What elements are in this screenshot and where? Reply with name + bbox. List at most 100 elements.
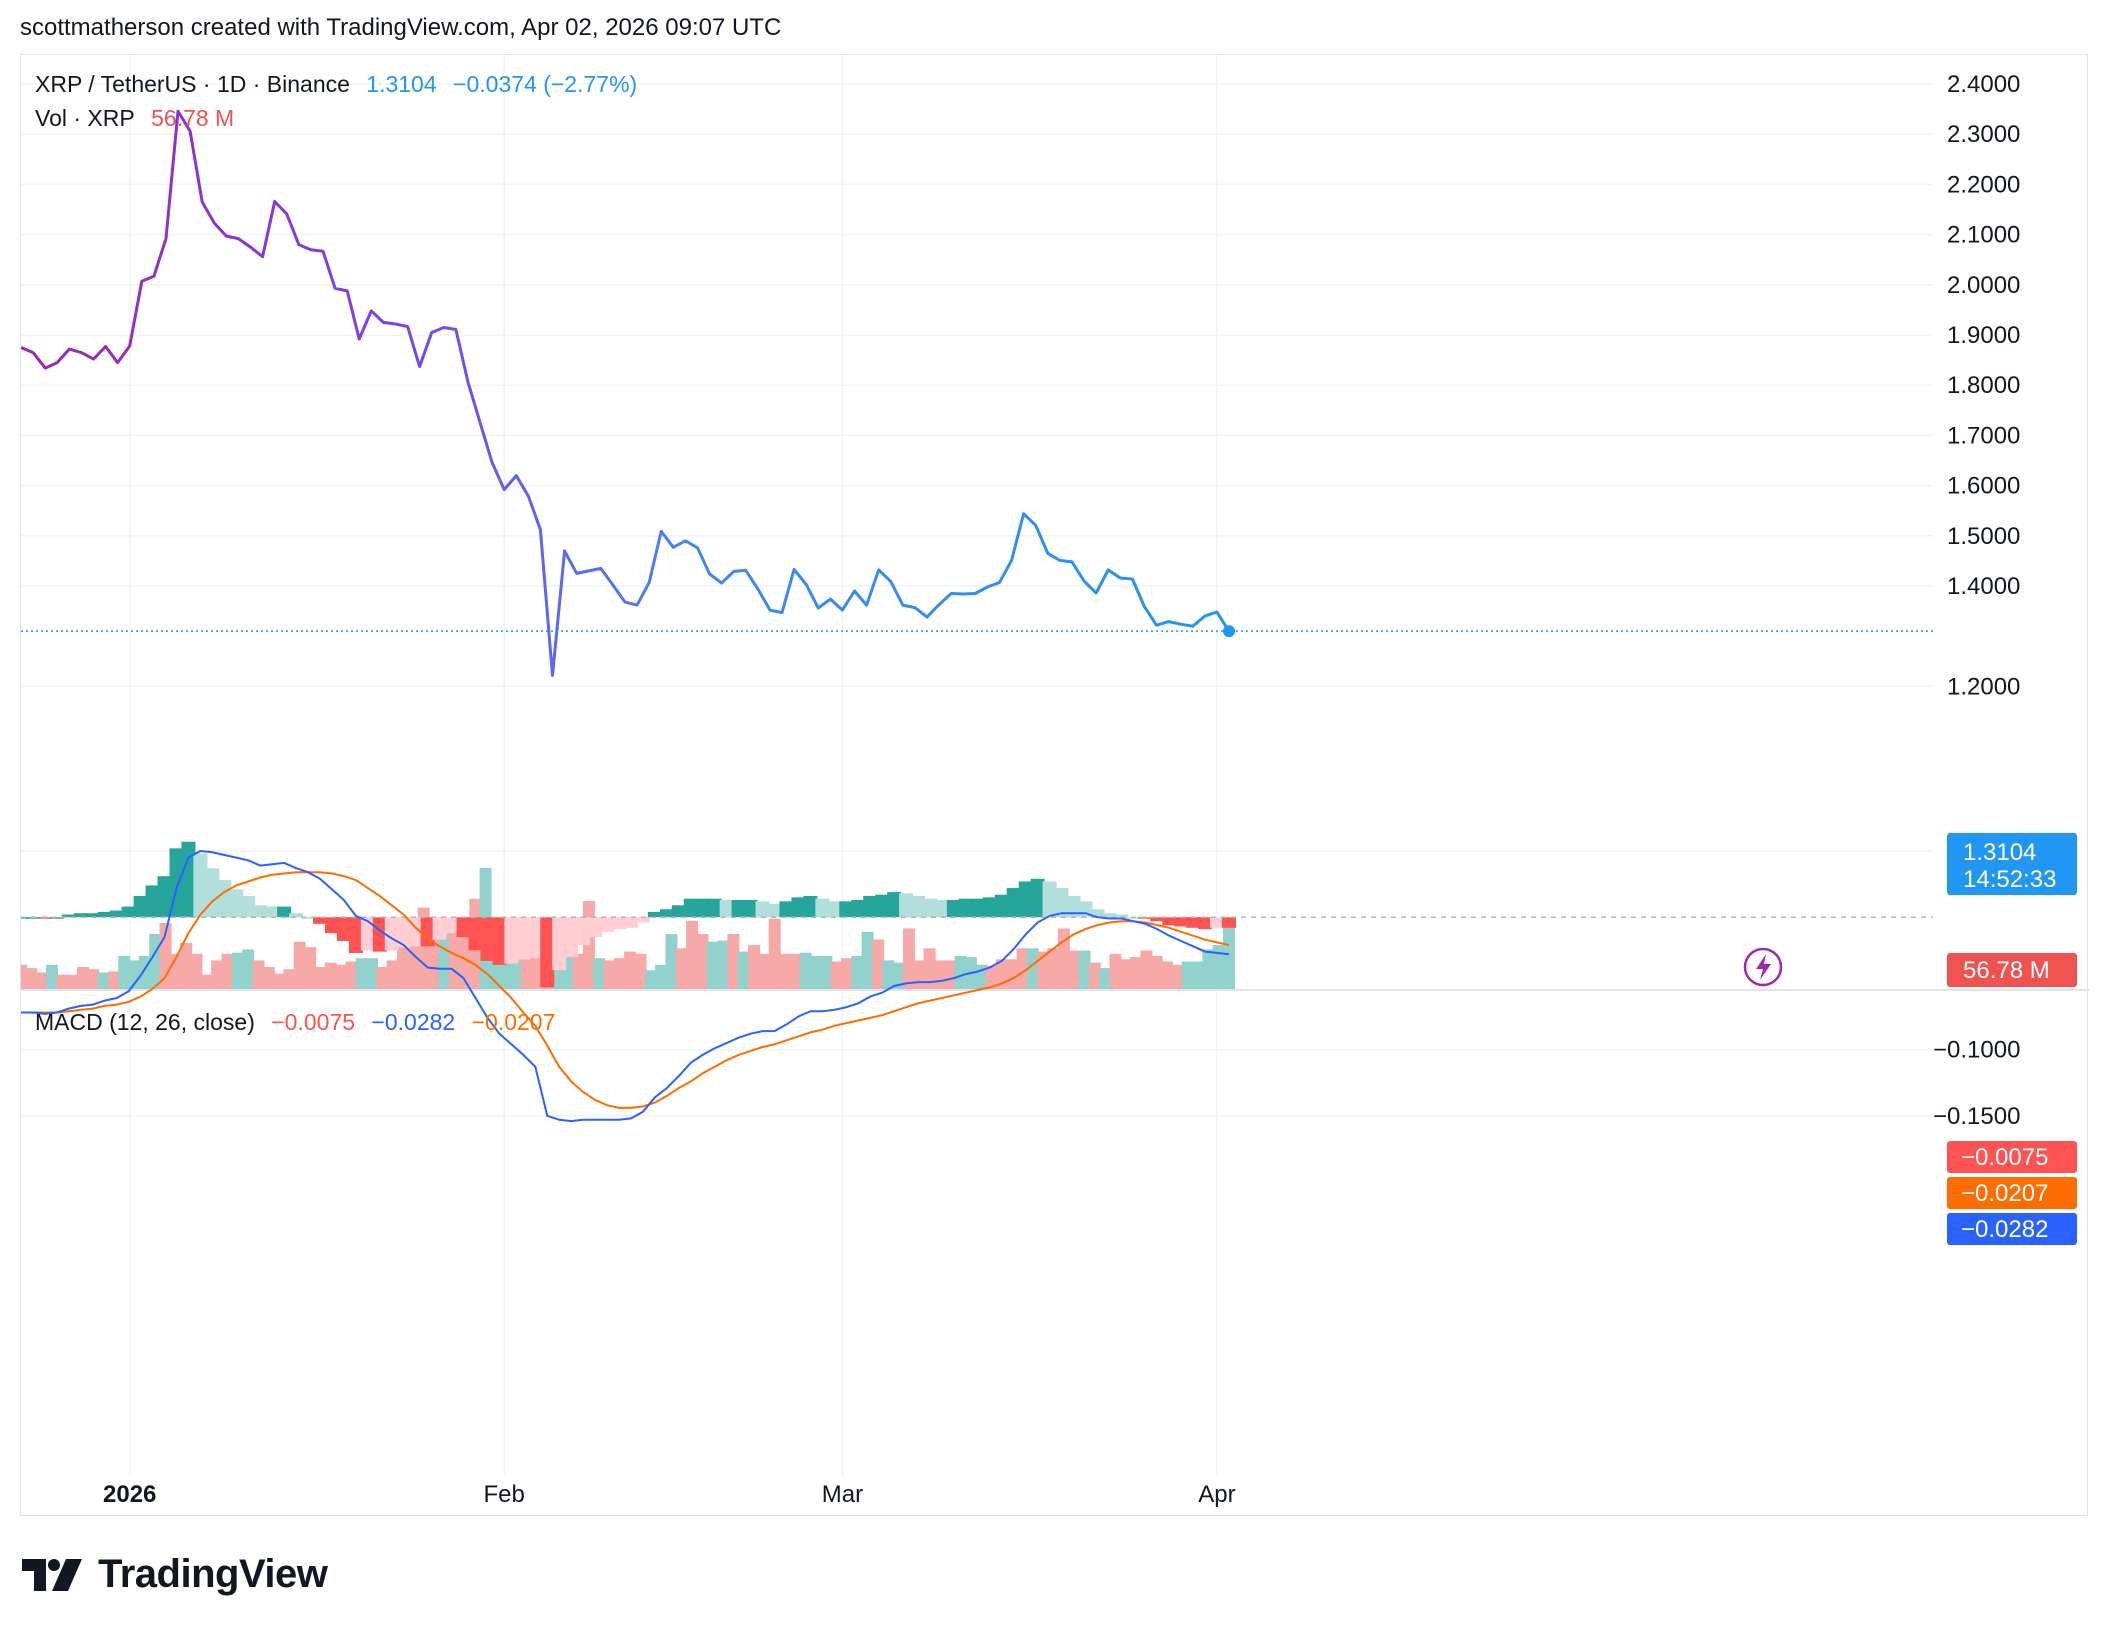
macd-signal-badge: −0.0207 [1947,1177,2077,1209]
lightning-icon[interactable] [1743,947,1783,987]
macd-hist-bar [265,906,280,918]
volume-bar [675,948,688,989]
volume-bar [397,945,410,989]
volume-bar [97,972,110,989]
tradingview-wordmark: TradingView [98,1552,328,1596]
volume-bar [603,960,616,989]
volume-badge: 56.78 M [1947,953,2077,987]
macd-hist-bar [755,901,770,918]
volume-bar [283,969,296,989]
macd-hist-bar [432,917,447,940]
volume-bar [706,941,719,989]
price-badge-value: 1.3104 [1963,839,2036,866]
volume-bar [686,920,699,989]
volume-bar [1181,961,1194,989]
price-tick-label: 2.3000 [1947,121,2020,148]
volume-bar [944,960,957,989]
volume-bar [386,960,399,989]
macd-signal-line [21,871,1230,1109]
chart-credit: scottmatherson created with TradingView.… [20,14,782,41]
macd-tick-label: −0.1000 [1933,1037,2020,1064]
macd-signal-value: −0.0207 [471,1009,556,1035]
volume-value: 56.78 M [151,105,235,131]
signal-badge-value: −0.0207 [1961,1180,2048,1207]
macd-hist-bar [468,917,483,951]
macd-line [21,849,1230,1123]
volume-bar [345,961,358,989]
volume-bar [1078,950,1091,989]
volume-bar [840,958,853,989]
macd-hist-bar [217,880,232,918]
volume-bar [1109,953,1122,989]
volume-title: Vol · XRP [35,105,135,131]
volume-bar [66,974,79,989]
macd-title: MACD (12, 26, close) [35,1009,255,1035]
volume-bar [1161,961,1174,989]
volume-bar [768,918,781,989]
hist-badge-value: −0.0075 [1961,1144,2048,1171]
volume-bar [211,960,224,989]
chart-canvas[interactable]: 2.4000 2.3000 2.2000 2.1000 2.0000 1.9000 1.80… [21,55,2089,1517]
macd-hist-bar [588,917,603,938]
volume-bar [789,953,802,989]
macd-hist-bar [827,901,842,918]
volume-bar [231,952,244,989]
volume-bar [21,964,27,989]
macd-hist-bar [1102,913,1117,918]
volume-bar [717,940,730,989]
macd-hist-bar [1090,909,1105,918]
macd-line-badge: −0.0282 [1947,1213,2077,1245]
chart-frame[interactable]: 2.4000 2.3000 2.2000 2.1000 2.0000 1.9000 1.80… [20,54,2089,1517]
volume-bar [304,947,317,989]
volume-bar [376,967,389,989]
volume-bar [892,962,905,989]
macd-hist-bar [1066,896,1081,918]
macd-hist-bar [121,906,136,918]
volume-bar [1171,964,1184,989]
macd-hist-bar [934,899,949,918]
volume-bar [871,939,884,989]
volume-bar [1006,959,1019,989]
volume-bar [242,949,255,989]
price-tick-label: 1.2000 [1947,673,2020,700]
macd-hist-bar [528,917,543,959]
volume-bar [118,956,131,989]
macd-hist-bar [1222,917,1236,928]
macd-hist-bar [372,917,387,952]
macd-hist-bar [49,917,64,919]
macd-hist-bar [767,903,782,918]
macd-hist-bar [815,898,830,918]
time-axis[interactable]: 2026 Feb Mar Apr [103,1481,1236,1508]
time-tick-label: Apr [1198,1481,1235,1508]
volume-bar [314,967,327,989]
volume-bar [149,934,162,989]
volume-bar [696,934,709,989]
volume-bar [1140,950,1153,989]
volume-bar [985,965,998,989]
volume-bar [644,970,657,989]
volume-bar [1212,945,1225,989]
macd-hist-value: −0.0075 [271,1009,356,1035]
price-axis[interactable]: 2.4000 2.3000 2.2000 2.1000 2.0000 1.9000 1.80… [1947,71,2020,700]
price-tick-label: 1.6000 [1947,473,2020,500]
macd-hist-bar [396,917,411,948]
time-tick-label: Mar [822,1481,863,1508]
volume-bar [758,953,771,989]
volume-bar [1192,961,1205,989]
macd-hist-bar [911,896,926,918]
symbol-title: XRP / TetherUS · 1D · Binance [35,71,350,97]
macd-hist-bar [85,913,100,918]
macd-hist-bar [348,917,363,953]
volume-bar [200,974,213,989]
price-tick-label: 1.9000 [1947,322,2020,349]
price-tick-label: 2.0000 [1947,272,2020,299]
symbol-legend[interactable]: XRP / TetherUS · 1D · Binance 1.3104 −0.… [35,71,647,98]
volume-bar [180,942,193,989]
volume-legend[interactable]: Vol · XRP 56.78 M [35,105,244,132]
tradingview-logo[interactable]: TradingView [22,1552,328,1597]
macd-hist-bar [612,917,627,930]
macd-hist-bar [504,917,519,964]
macd-legend[interactable]: MACD (12, 26, close) −0.0075 −0.0282 −0.… [35,1009,565,1036]
macd-hist-bar [922,898,937,918]
macd-hist-bar [540,917,555,988]
